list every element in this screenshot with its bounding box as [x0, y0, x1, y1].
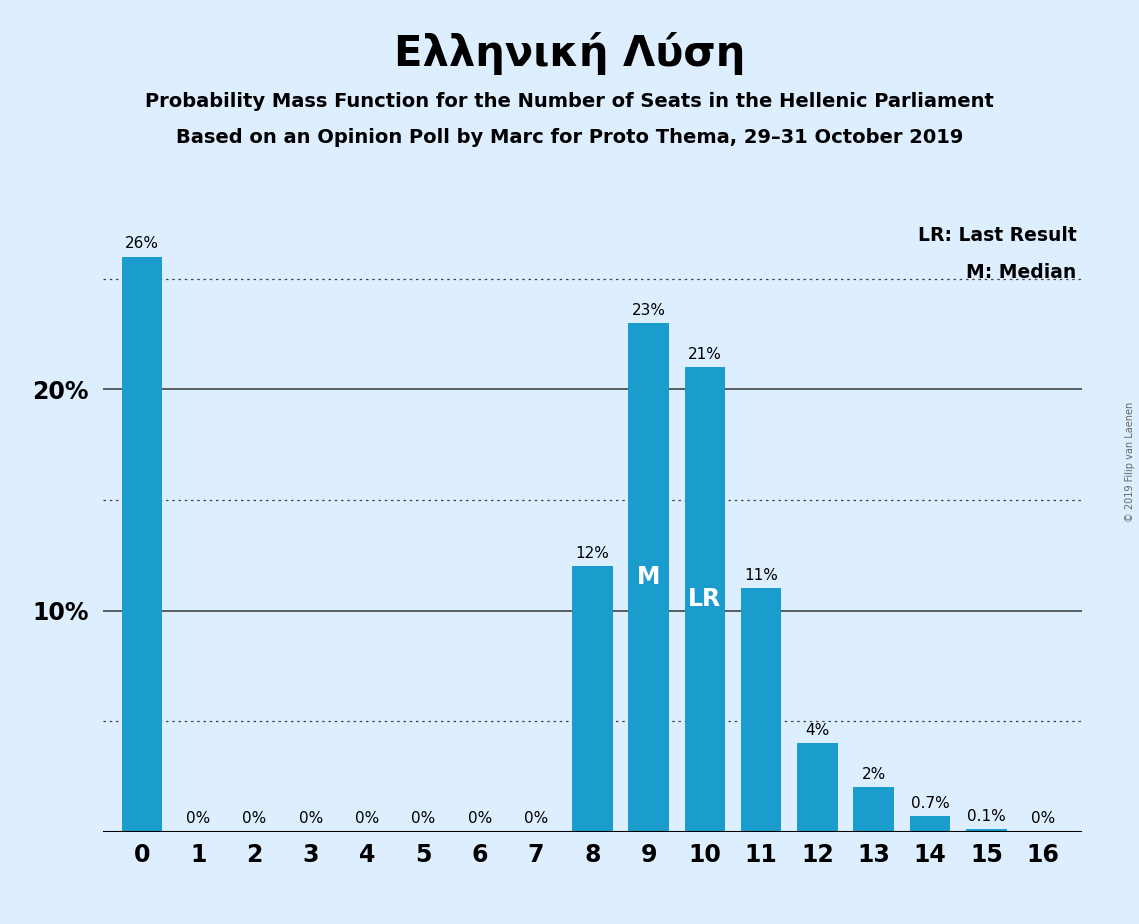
Text: 0.1%: 0.1%	[967, 808, 1006, 824]
Bar	[122, 257, 162, 832]
Bar	[685, 367, 726, 832]
Text: LR: Last Result: LR: Last Result	[918, 225, 1076, 245]
Text: M: M	[637, 565, 661, 590]
Text: 4%: 4%	[805, 723, 829, 737]
Bar	[966, 830, 1007, 832]
Text: Based on an Opinion Poll by Marc for Proto Thema, 29–31 October 2019: Based on an Opinion Poll by Marc for Pro…	[175, 128, 964, 147]
Bar	[572, 566, 613, 832]
Text: 0.7%: 0.7%	[911, 796, 950, 810]
Text: 0%: 0%	[186, 811, 211, 826]
Text: 21%: 21%	[688, 346, 722, 362]
Text: 0%: 0%	[1031, 811, 1055, 826]
Text: 26%: 26%	[125, 237, 159, 251]
Bar	[629, 323, 669, 832]
Bar	[910, 816, 950, 832]
Text: 2%: 2%	[861, 767, 886, 782]
Text: M: Median: M: Median	[966, 263, 1076, 283]
Text: 0%: 0%	[298, 811, 323, 826]
Text: 0%: 0%	[243, 811, 267, 826]
Text: Ελληνική Λύση: Ελληνική Λύση	[394, 32, 745, 76]
Text: 0%: 0%	[355, 811, 379, 826]
Text: 0%: 0%	[468, 811, 492, 826]
Bar	[853, 787, 894, 832]
Text: 0%: 0%	[524, 811, 548, 826]
Bar	[797, 743, 837, 832]
Bar	[740, 589, 781, 832]
Text: 12%: 12%	[575, 546, 609, 561]
Text: © 2019 Filip van Laenen: © 2019 Filip van Laenen	[1125, 402, 1134, 522]
Text: 23%: 23%	[631, 302, 665, 318]
Text: LR: LR	[688, 588, 721, 612]
Text: 11%: 11%	[744, 568, 778, 583]
Text: 0%: 0%	[411, 811, 435, 826]
Text: Probability Mass Function for the Number of Seats in the Hellenic Parliament: Probability Mass Function for the Number…	[145, 92, 994, 112]
